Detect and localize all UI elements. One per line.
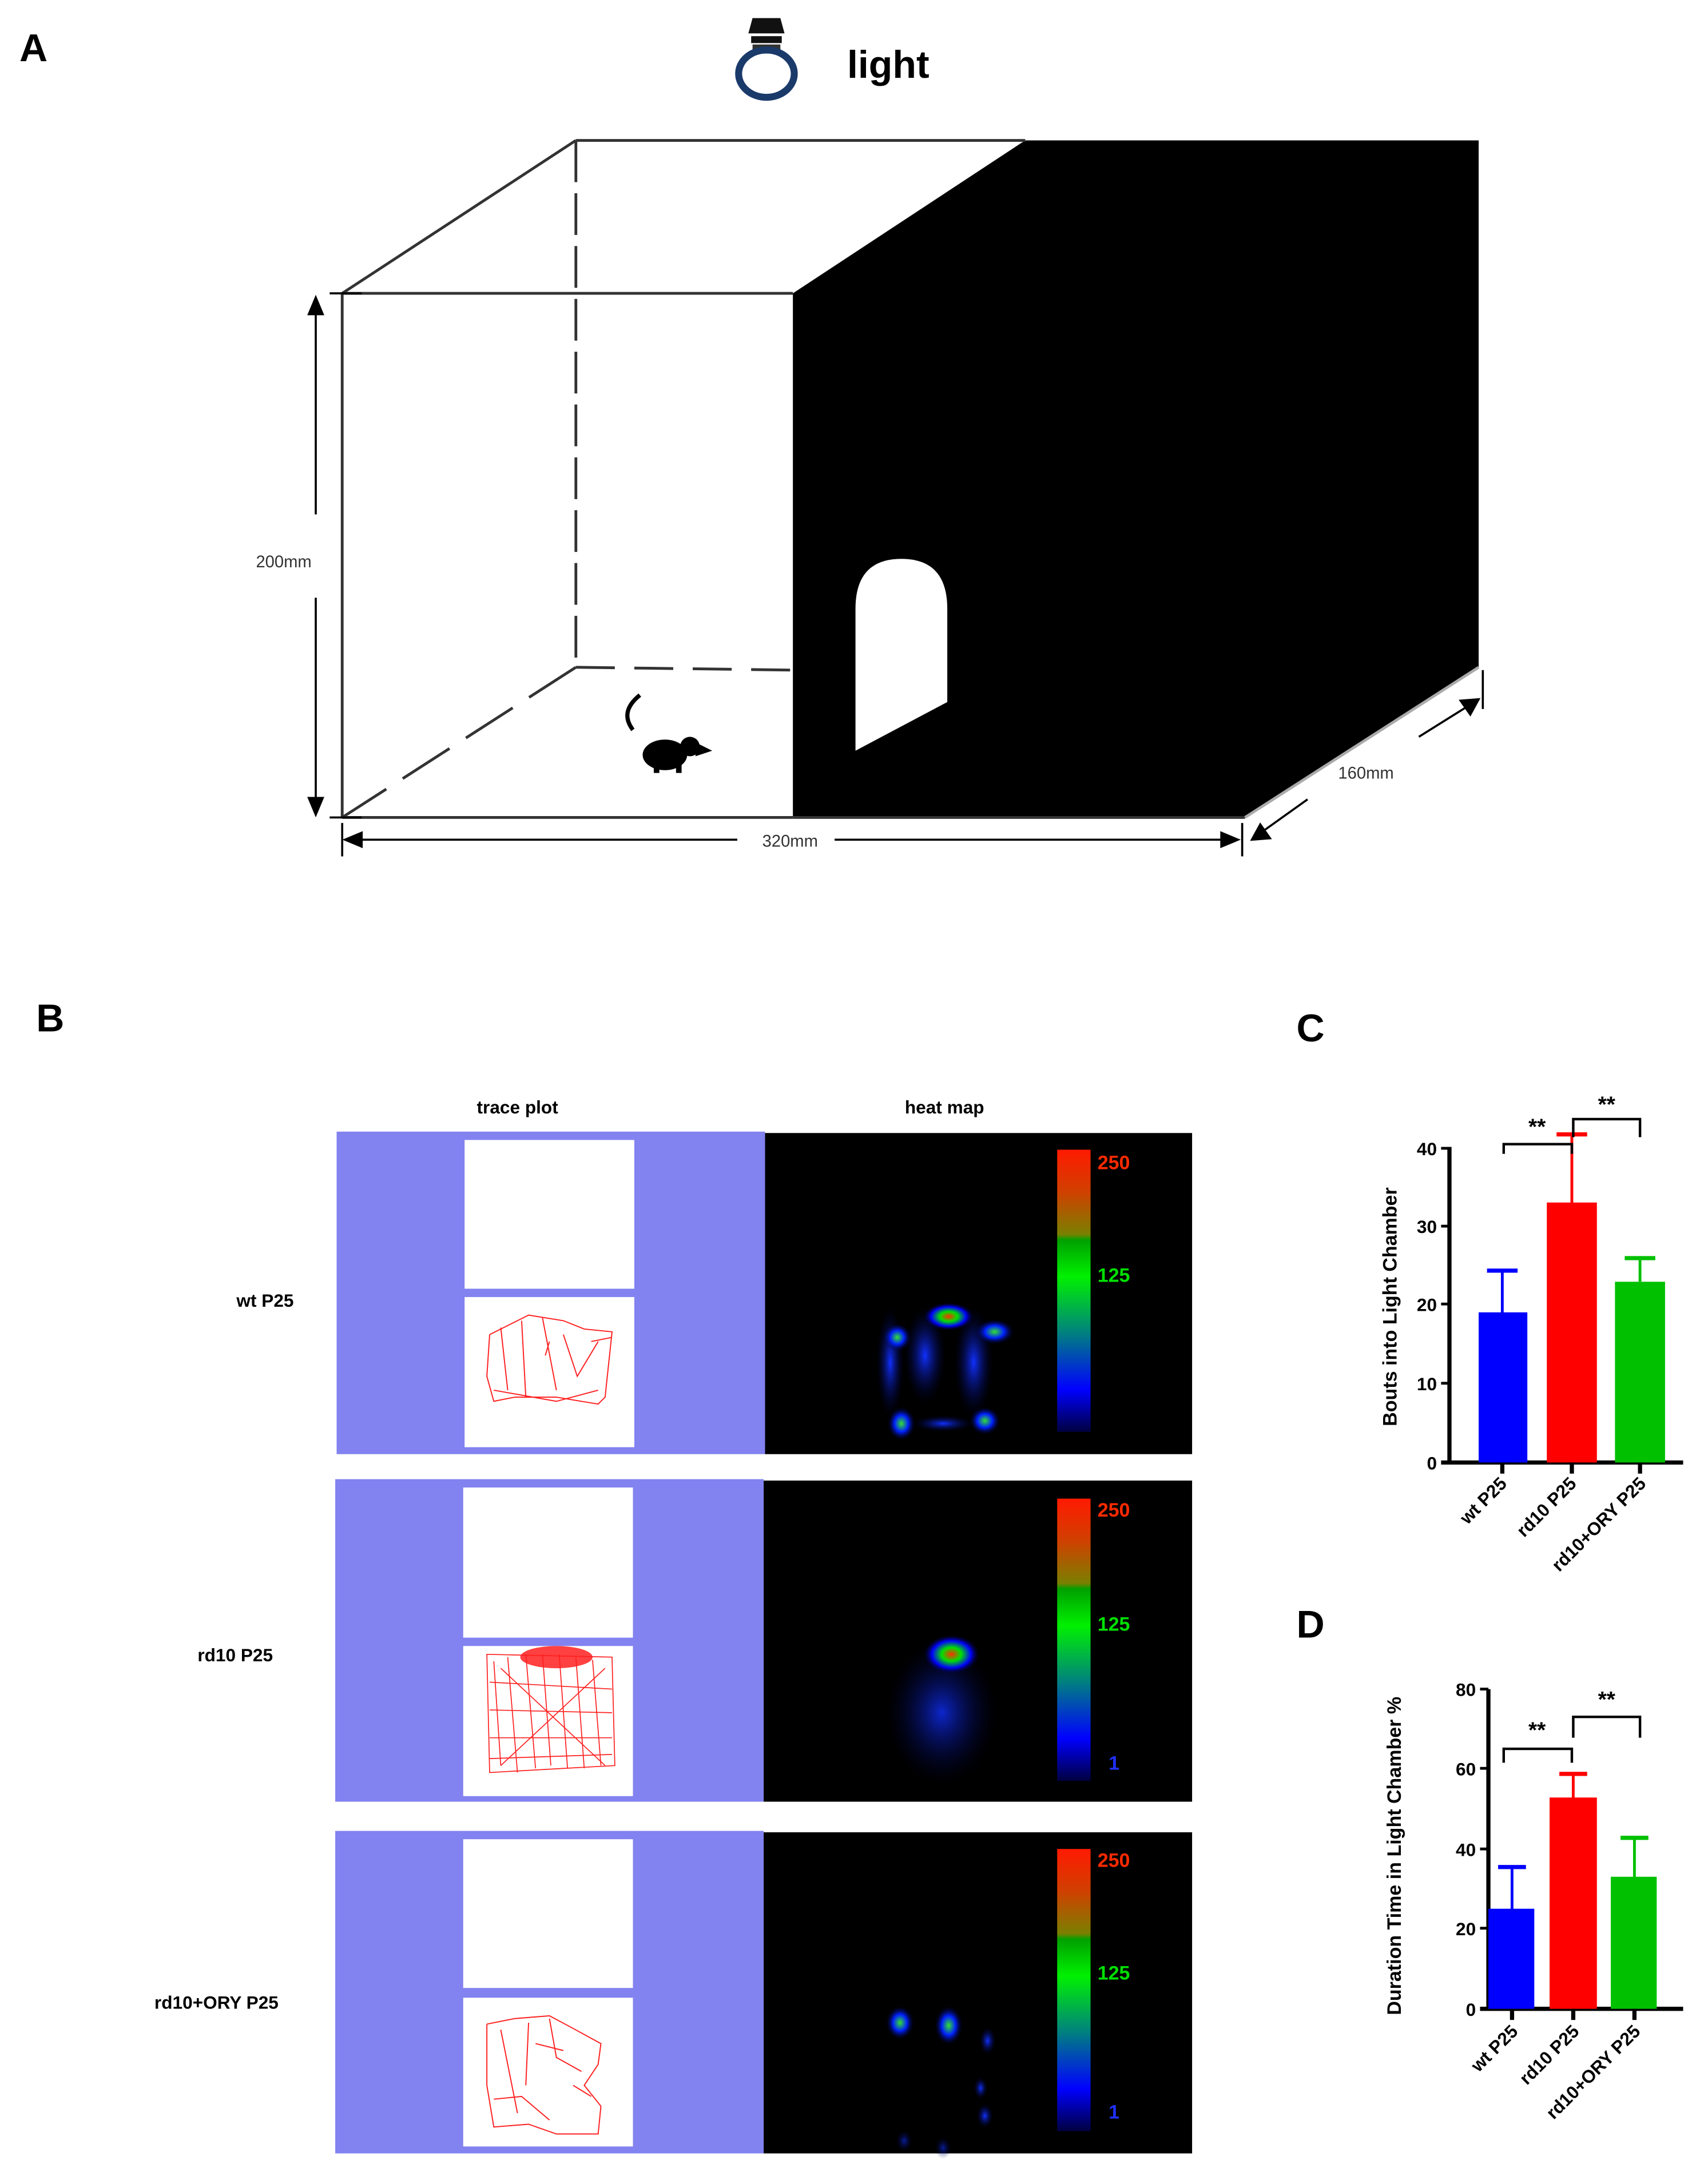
significance-label: **: [1598, 1093, 1616, 1117]
column-header-trace-plot: trace plot: [477, 1097, 559, 1117]
bars: [1479, 1132, 1665, 1463]
trace-path: [486, 1314, 613, 1405]
bar-wt-p25: [1479, 1312, 1528, 1463]
row-wt-p25: wt P25 250 125: [236, 1131, 1193, 1454]
heat-blobs: [886, 1634, 998, 1785]
colorbar-min-label: 1: [1109, 2102, 1119, 2123]
panel-d: D Duration Time in Light Chamber % 80 60…: [1296, 1603, 1683, 2123]
dark-chamber: [793, 140, 1479, 818]
bar-rd10-p25: [1547, 1202, 1597, 1463]
light-label: light: [847, 43, 930, 86]
light-zone: [463, 1839, 633, 1988]
bar-rd10-ory-p25: [1615, 1282, 1665, 1463]
heat-blobs: [876, 1302, 1014, 1441]
colorbar-max-label: 250: [1098, 1499, 1130, 1521]
panel-letter-b: B: [36, 997, 64, 1040]
heat-blobs: [886, 2006, 996, 2159]
light-zone: [463, 1487, 633, 1638]
y-axis: 80 60 40 20 0: [1456, 1680, 1491, 2020]
y-axis: 40 30 20 10 0: [1417, 1139, 1452, 1474]
significance-label: **: [1528, 1115, 1546, 1140]
panel-letter-d: D: [1296, 1603, 1324, 1646]
y-tick: 40: [1417, 1139, 1437, 1159]
heat-map-bg: [764, 1832, 1193, 2154]
x-category-label: wt P25: [1467, 2021, 1522, 2076]
dimension-arrows: [307, 292, 1484, 857]
y-tick: 0: [1466, 1999, 1476, 2020]
trace-hotspot: [520, 1646, 593, 1669]
bar-wt-p25: [1488, 1908, 1535, 2009]
colorbar-max-label: 250: [1098, 1152, 1130, 1173]
doorway: [855, 559, 948, 751]
bar-rd10-p25: [1550, 1797, 1597, 2009]
light-zone: [464, 1140, 634, 1289]
x-category-label: wt P25: [1455, 1473, 1511, 1529]
mouse-icon: [625, 693, 713, 773]
row-label: rd10+ORY P25: [154, 1992, 279, 2013]
y-tick: 20: [1456, 1919, 1476, 1939]
column-header-heat-map: heat map: [905, 1097, 984, 1117]
colorbar-mid-label: 125: [1098, 1264, 1130, 1286]
width-dimension-label: 320mm: [762, 832, 818, 850]
trace-zone: [464, 1297, 634, 1447]
panel-letter-c: C: [1296, 1007, 1324, 1050]
row-rd10-ory-p25: rd10+ORY P25 250 125 1: [154, 1831, 1193, 2159]
colorbar: [1057, 1498, 1091, 1781]
y-tick: 10: [1417, 1374, 1437, 1394]
bar-rd10-ory-p25: [1611, 1876, 1657, 2009]
light-chamber: [340, 139, 1480, 819]
significance-brackets: [1502, 1117, 1642, 1154]
significance-brackets: [1502, 1716, 1642, 1763]
y-tick: 0: [1427, 1453, 1437, 1474]
panel-a: A light: [19, 18, 1484, 857]
colorbar: [1057, 1849, 1091, 2131]
row-label: wt P25: [236, 1290, 293, 1311]
y-axis-title: Bouts into Light Chamber: [1380, 1187, 1401, 1426]
trace-path: [486, 2015, 602, 2135]
colorbar-max-label: 250: [1098, 1850, 1130, 1872]
panel-letter-a: A: [19, 26, 47, 70]
panel-b: B trace plot heat map wt P25: [36, 997, 1193, 2159]
colorbar: [1057, 1149, 1091, 1432]
bars: [1488, 1772, 1657, 2009]
y-tick: 80: [1456, 1680, 1476, 1700]
colorbar-mid-label: 125: [1098, 1613, 1130, 1635]
y-tick: 40: [1456, 1839, 1476, 1860]
depth-dimension-label: 160mm: [1338, 764, 1393, 782]
y-tick: 20: [1417, 1294, 1437, 1315]
light-bulb-icon: [735, 18, 798, 101]
height-dimension-label: 200mm: [256, 553, 311, 571]
x-ticks: [1500, 1462, 1642, 1474]
row-label: rd10 P25: [197, 1645, 273, 1665]
trace-zone: [463, 1998, 633, 2147]
colorbar-min-label: 1: [1109, 1753, 1119, 1775]
x-category-label: rd10 P25: [1512, 1473, 1580, 1541]
panel-c: C Bouts into Light Chamber 40 30 20 10 0: [1296, 1007, 1683, 1576]
x-ticks: [1510, 2008, 1637, 2020]
colorbar-mid-label: 125: [1098, 1963, 1130, 1984]
y-axis-title: Duration Time in Light Chamber %: [1384, 1697, 1405, 2015]
y-tick: 30: [1417, 1216, 1437, 1237]
significance-label: **: [1528, 1718, 1546, 1743]
y-tick: 60: [1456, 1759, 1476, 1779]
significance-label: **: [1598, 1688, 1616, 1712]
row-rd10-p25: rd10 P25 250 125 1: [197, 1479, 1193, 1802]
